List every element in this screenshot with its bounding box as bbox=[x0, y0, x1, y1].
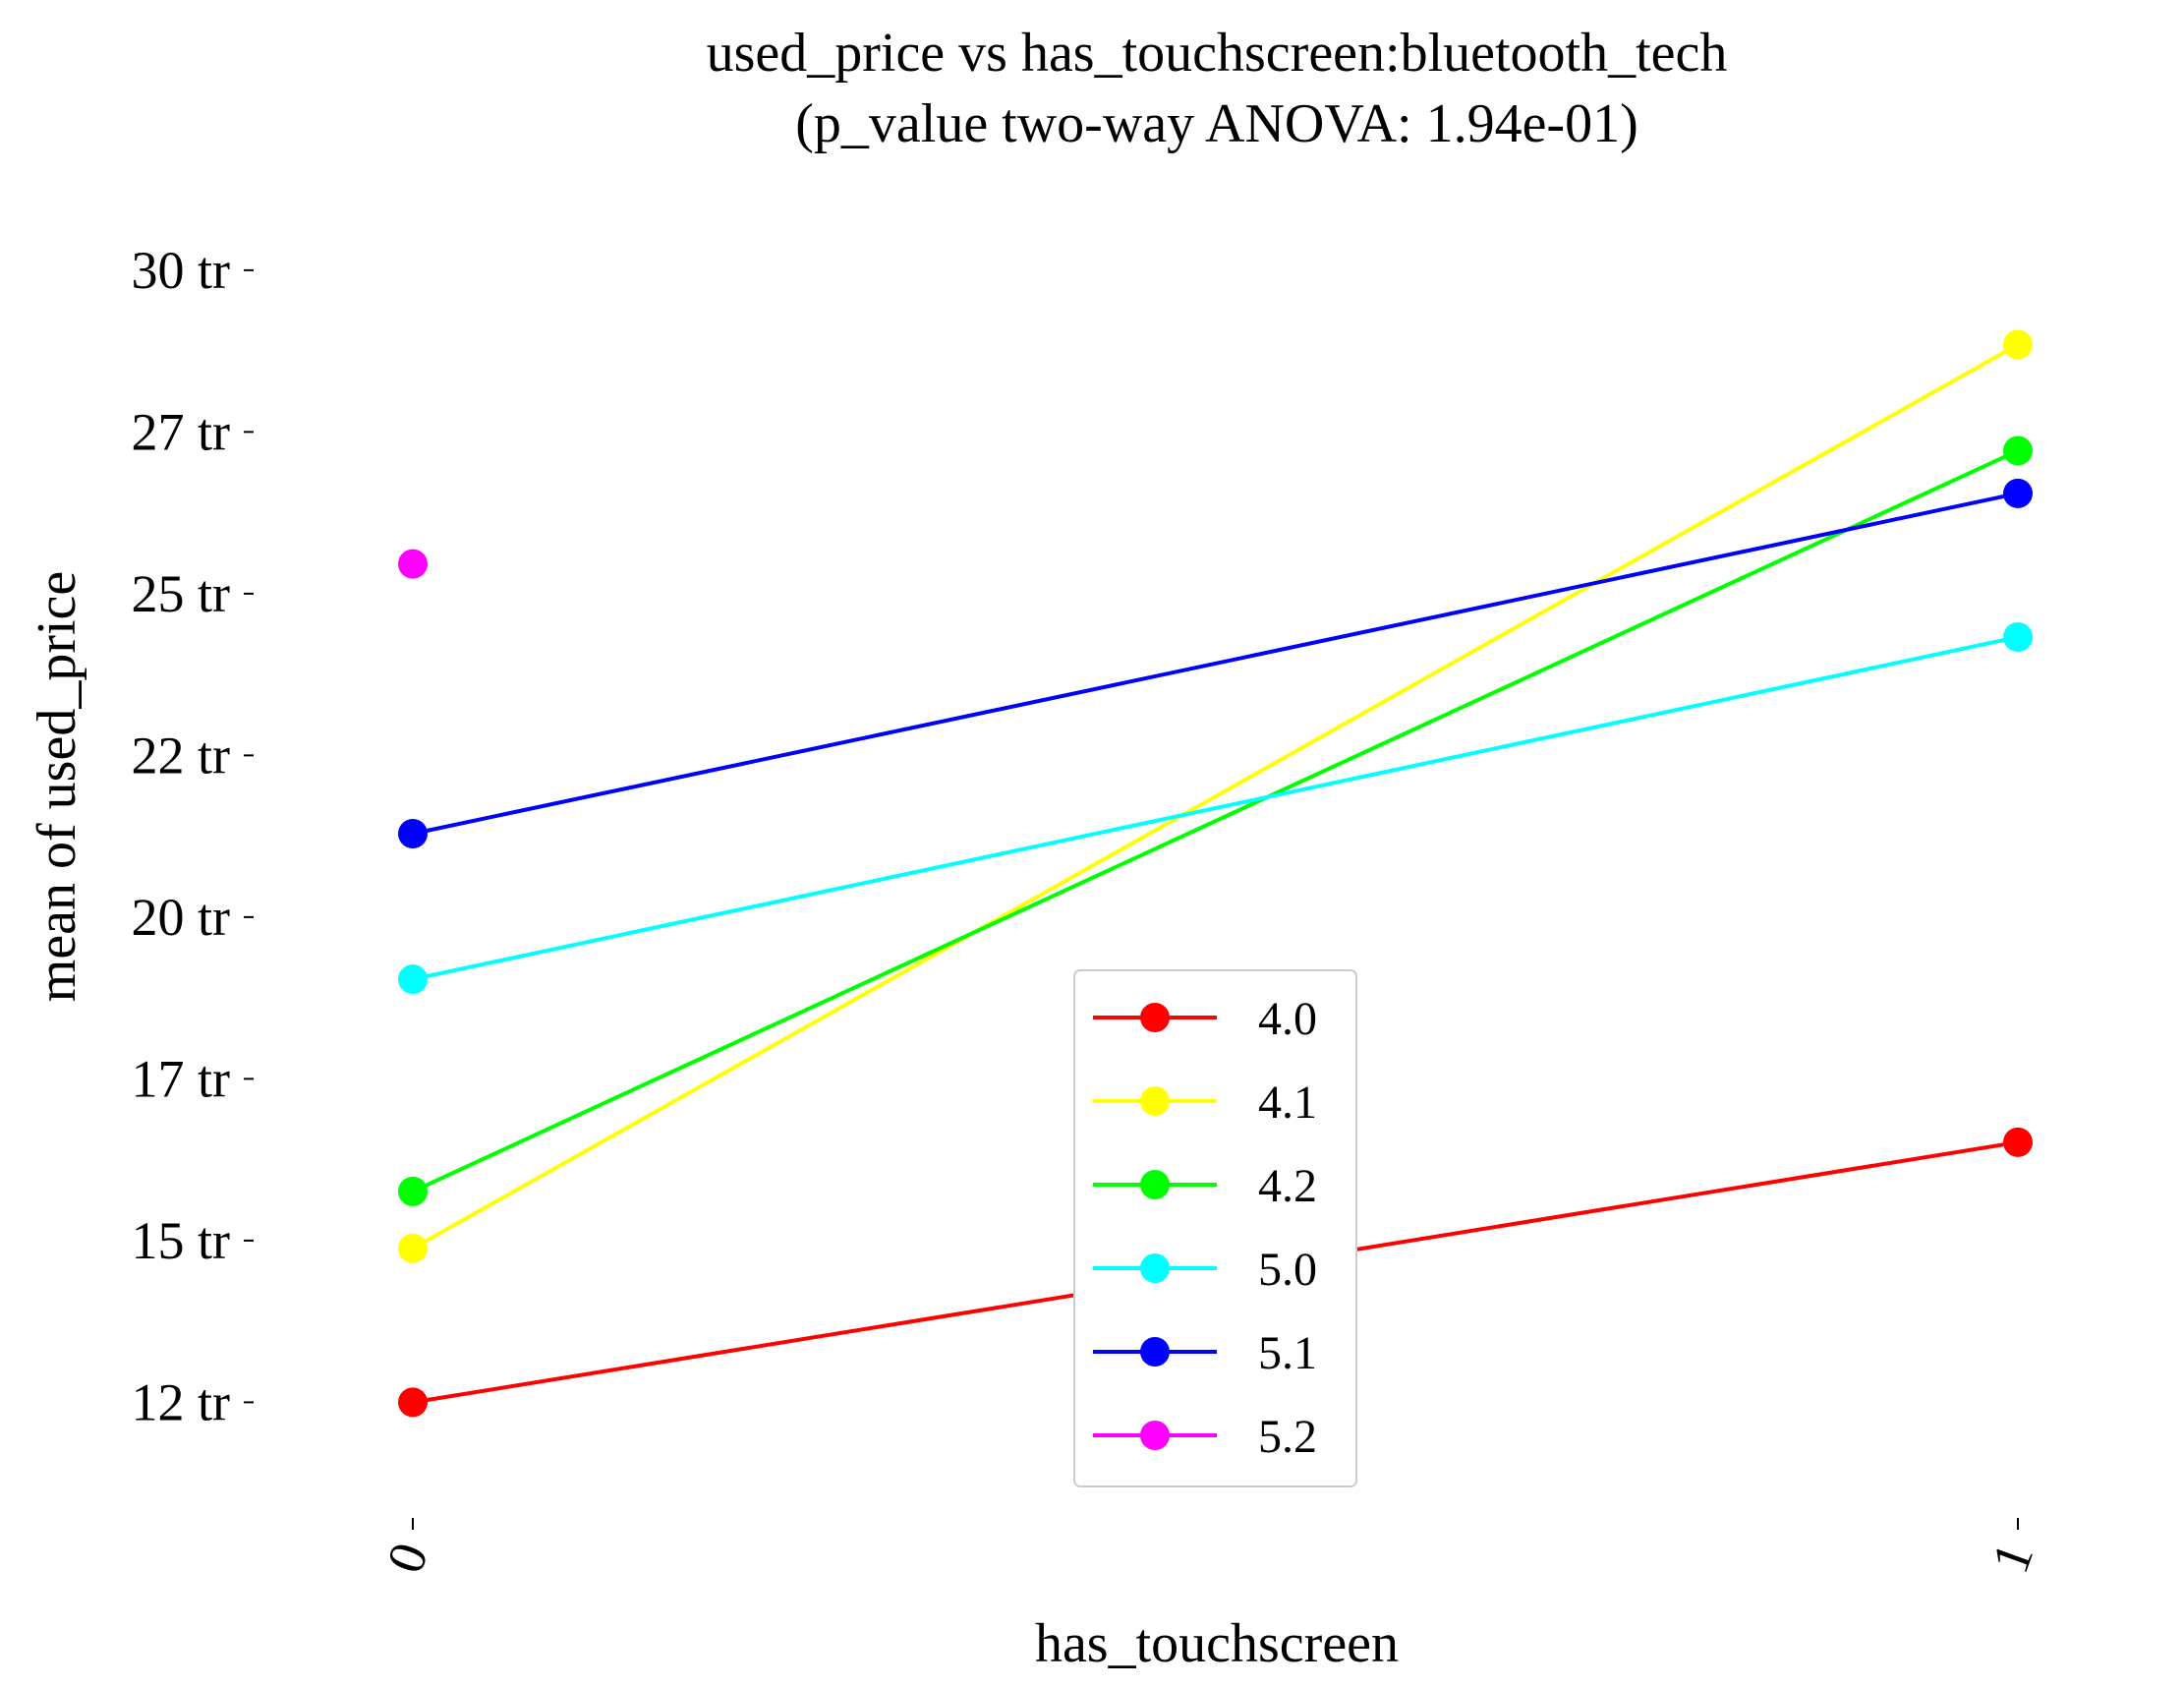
series-4.1 bbox=[398, 329, 2033, 1263]
data-point bbox=[398, 818, 428, 848]
x-axis-label: has_touchscreen bbox=[1035, 1613, 1399, 1674]
data-point bbox=[2003, 621, 2033, 652]
legend-marker bbox=[1140, 1253, 1170, 1283]
legend-label: 4.0 bbox=[1258, 993, 1317, 1045]
series-5.0 bbox=[398, 621, 2033, 995]
y-axis-label: mean of used_price bbox=[27, 571, 87, 1002]
series-5.2 bbox=[398, 549, 428, 579]
data-point bbox=[2003, 329, 2033, 360]
y-tick-label: 20 tr bbox=[132, 888, 231, 947]
data-point bbox=[398, 1233, 428, 1263]
y-tick-label: 15 tr bbox=[132, 1211, 231, 1270]
legend-marker bbox=[1140, 1421, 1170, 1450]
y-axis: 12 tr 15 tr 17 tr 20 tr 22 tr 25 tr 27 tr 30 tr bbox=[132, 241, 254, 1431]
legend-entry: 4.0 bbox=[1093, 993, 1317, 1045]
data-point bbox=[398, 1176, 428, 1206]
legend-marker bbox=[1140, 1003, 1170, 1032]
y-tick-label: 12 tr bbox=[132, 1372, 231, 1431]
legend-marker bbox=[1140, 1337, 1170, 1367]
legend-entry: 4.2 bbox=[1093, 1160, 1317, 1212]
legend-frame bbox=[1073, 969, 1357, 1487]
legend-label: 4.1 bbox=[1258, 1077, 1317, 1129]
legend-label: 5.2 bbox=[1258, 1411, 1317, 1463]
series-4.2 bbox=[398, 436, 2033, 1206]
y-tick-label: 27 tr bbox=[132, 402, 231, 461]
legend-marker bbox=[1140, 1086, 1170, 1116]
legend: 4.0 4.1 4.2 5.0 5.1 5.2 bbox=[1073, 969, 1357, 1487]
data-point bbox=[2003, 478, 2033, 508]
legend-label: 5.0 bbox=[1258, 1244, 1317, 1296]
data-point bbox=[398, 964, 428, 995]
y-tick-label: 22 tr bbox=[132, 726, 231, 785]
data-point bbox=[398, 1387, 428, 1418]
legend-label: 4.2 bbox=[1258, 1160, 1317, 1212]
x-tick-label: 0 bbox=[375, 1536, 440, 1581]
x-tick-label: 1 bbox=[1981, 1536, 2045, 1581]
series-line bbox=[412, 448, 2019, 1193]
data-point bbox=[398, 549, 428, 579]
series-line bbox=[412, 342, 2019, 1251]
series-line bbox=[412, 491, 2019, 836]
legend-entry: 4.1 bbox=[1093, 1077, 1317, 1129]
y-tick-label: 25 tr bbox=[132, 564, 231, 623]
legend-entry: 5.0 bbox=[1093, 1244, 1317, 1296]
legend-marker bbox=[1140, 1170, 1170, 1199]
chart-title: used_price vs has_touchscreen:bluetooth_… bbox=[707, 23, 1728, 84]
y-tick-label: 17 tr bbox=[132, 1049, 231, 1108]
y-tick-label: 30 tr bbox=[132, 241, 231, 300]
series-5.1 bbox=[398, 478, 2033, 848]
legend-entry: 5.2 bbox=[1093, 1411, 1317, 1463]
series-line bbox=[412, 635, 2019, 982]
legend-label: 5.1 bbox=[1258, 1327, 1317, 1379]
legend-entry: 5.1 bbox=[1093, 1327, 1317, 1379]
chart-subtitle: (p_value two-way ANOVA: 1.94e-01) bbox=[795, 93, 1638, 154]
data-point bbox=[2003, 1127, 2033, 1157]
data-point bbox=[2003, 436, 2033, 466]
series-layer bbox=[398, 329, 2033, 1418]
